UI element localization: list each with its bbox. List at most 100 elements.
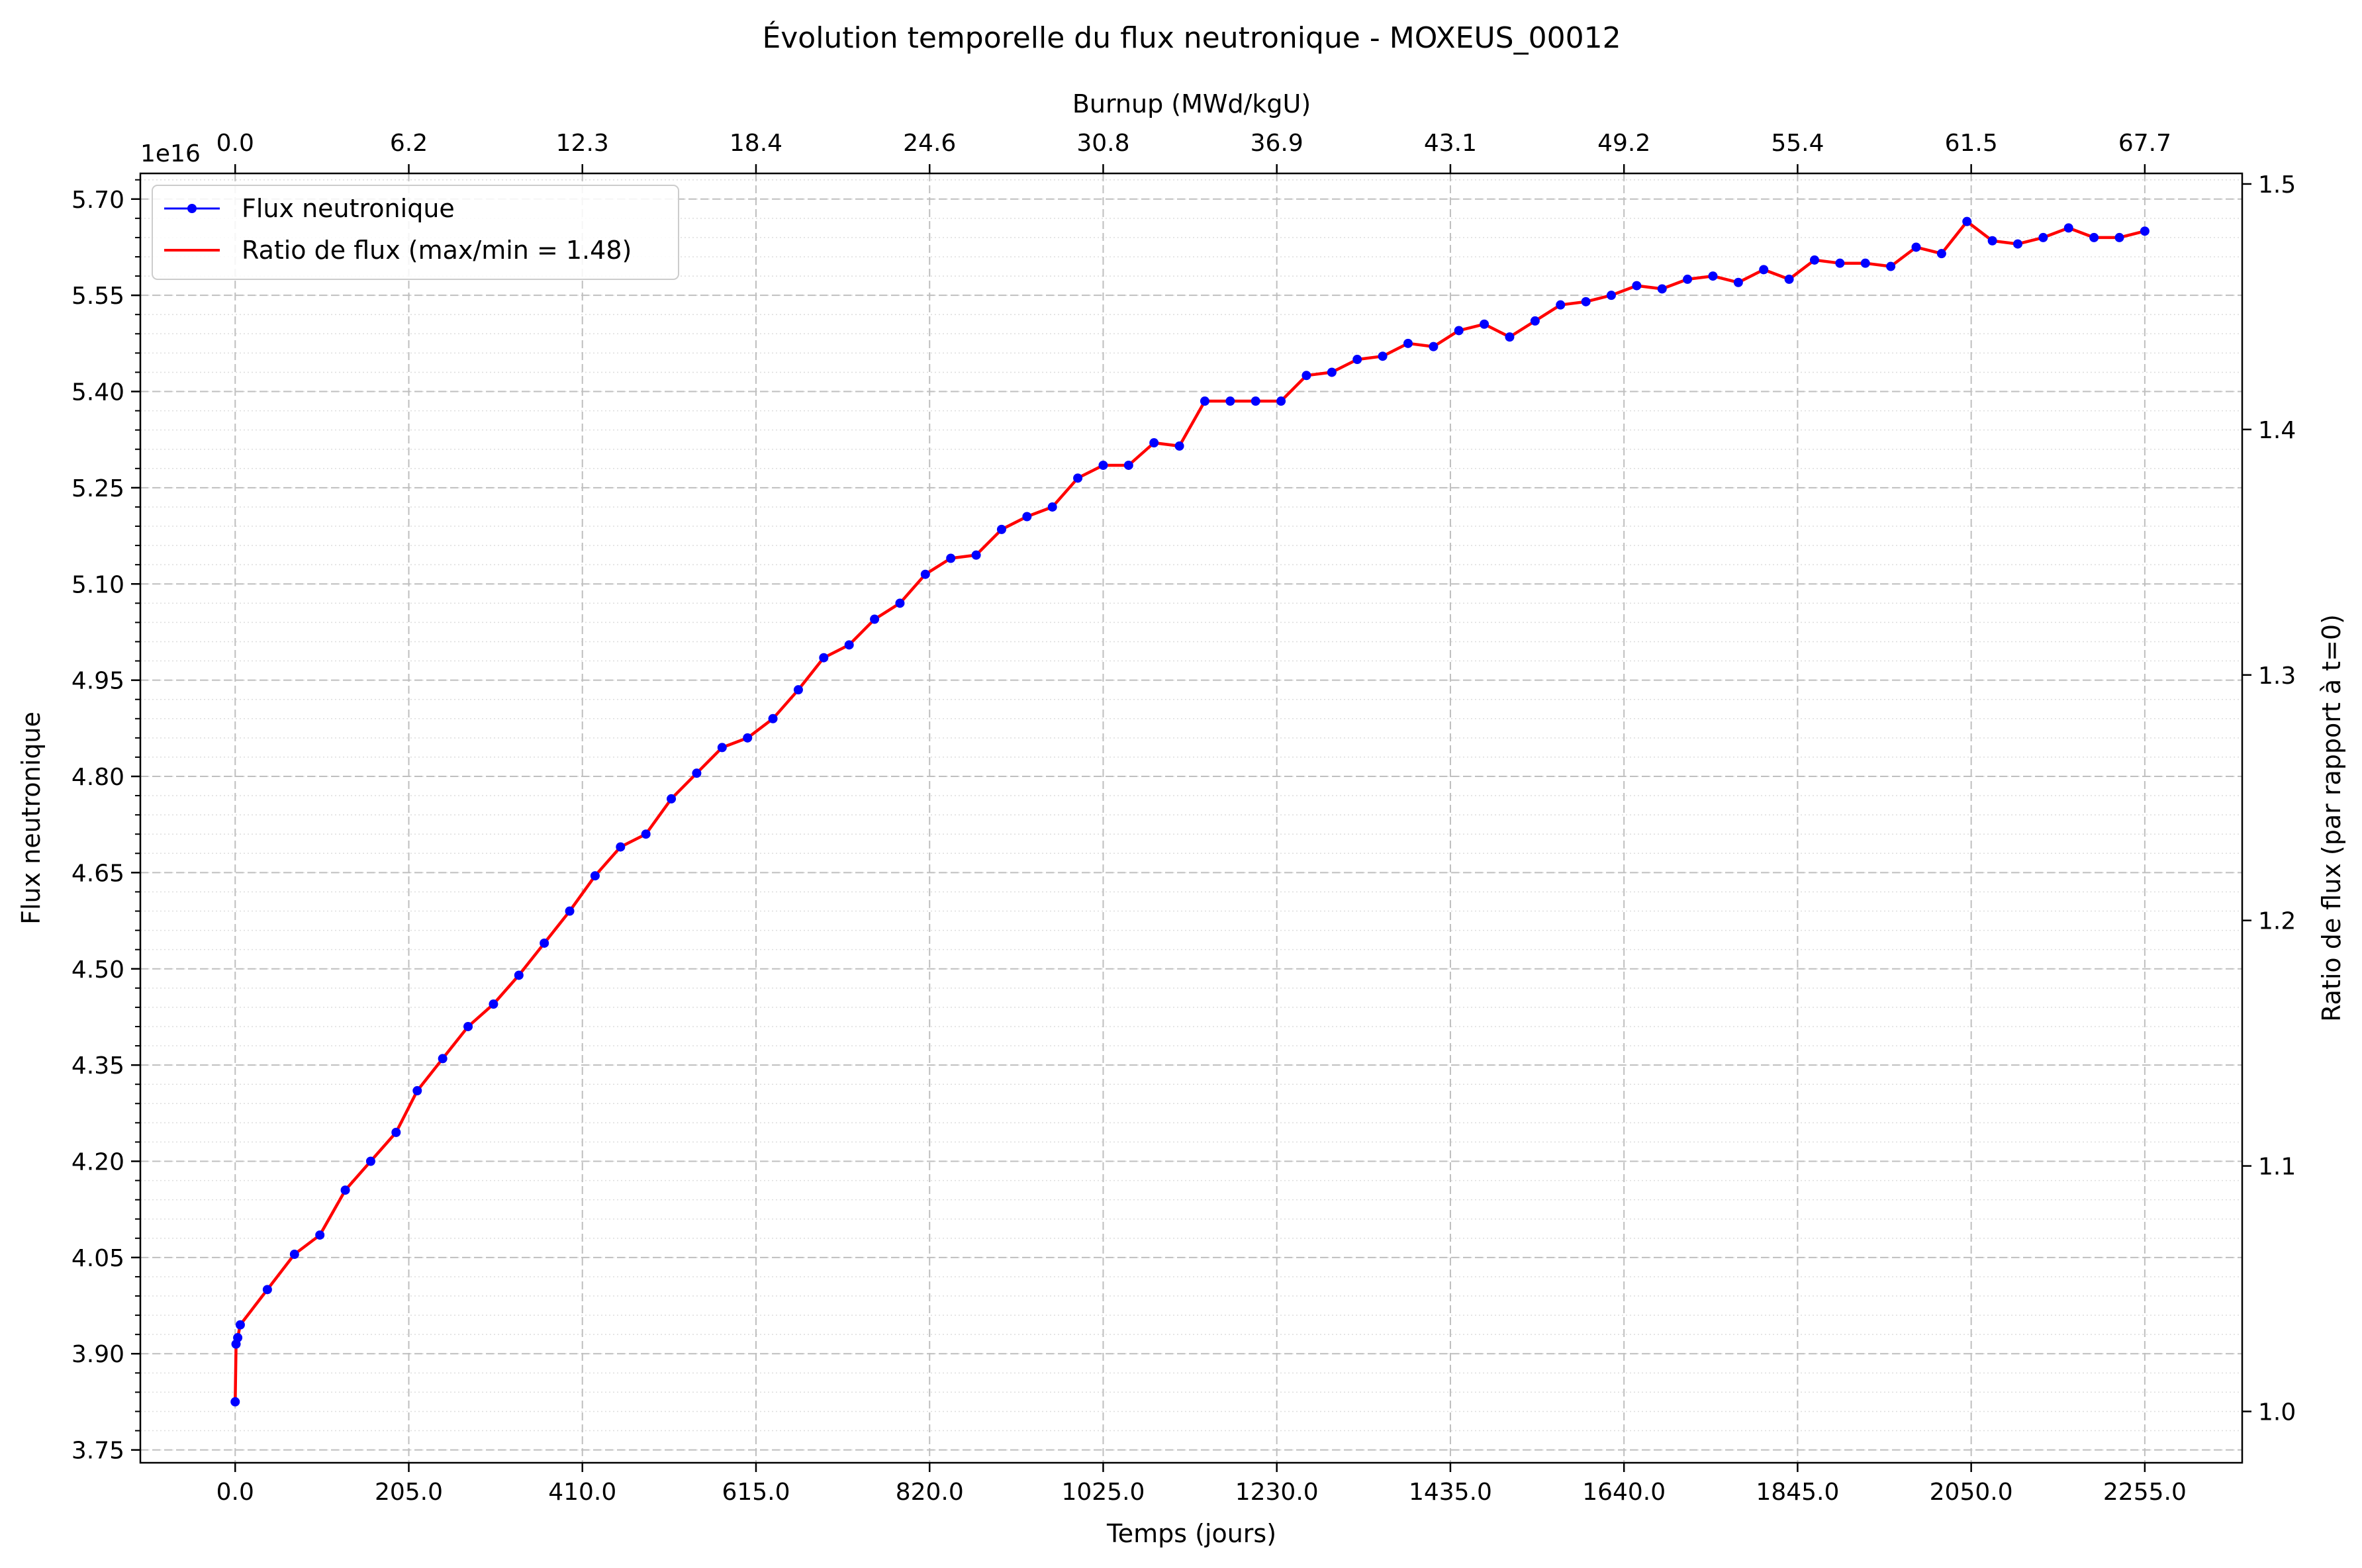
y-tick-label: 5.70 [71, 187, 124, 214]
flux-data-point [743, 733, 753, 743]
y-tick-label: 4.65 [71, 860, 124, 887]
flux-data-point [1505, 332, 1515, 342]
legend-flux-label: Flux neutronique [242, 194, 455, 223]
flux-data-point [1378, 351, 1388, 361]
y2-tick-label: 1.1 [2258, 1154, 2296, 1181]
flux-data-point [1886, 261, 1896, 271]
legend-ratio-label: Ratio de flux (max/min = 1.48) [242, 236, 632, 265]
x2-tick-label: 67.7 [2118, 130, 2171, 157]
flux-data-point [1632, 281, 1642, 291]
flux-data-point [1936, 249, 1946, 259]
x2-tick-label: 43.1 [1424, 130, 1477, 157]
y2-axis-label: Ratio de flux (par rapport à t=0) [2317, 614, 2346, 1022]
flux-data-point [1860, 258, 1870, 268]
flux-data-point [2013, 239, 2023, 249]
y-tick-label: 5.40 [71, 379, 124, 406]
flux-data-point [2063, 223, 2073, 233]
axes: 3.75 3.90 4.05 4.20 4.35 4.50 4.65 4.80 4.95 5.10… [71, 130, 2296, 1506]
flux-data-point [692, 768, 702, 778]
flux-data-point [616, 842, 626, 852]
flux-data-point [844, 640, 854, 650]
flux-data-point [565, 906, 575, 916]
x2-tick-label: 49.2 [1597, 130, 1650, 157]
plot-series [230, 216, 2149, 1407]
flux-data-point [920, 569, 930, 579]
x2-tick-label: 30.8 [1076, 130, 1129, 157]
x2-tick-label: 55.4 [1771, 130, 1824, 157]
flux-data-point [1022, 512, 1032, 522]
flux-data-point [667, 794, 677, 804]
flux-data-point [514, 970, 524, 980]
y-tick-label: 3.90 [71, 1341, 124, 1368]
flux-data-point [315, 1230, 325, 1240]
flux-data-point [1809, 255, 1819, 265]
x-tick-label: 410.0 [548, 1479, 616, 1506]
flux-data-point [717, 743, 727, 753]
y-tick-label: 4.35 [71, 1052, 124, 1080]
flux-data-point [793, 685, 803, 695]
flux-data-point [768, 714, 778, 723]
plot-frame [139, 172, 2244, 1464]
x-tick-label: 820.0 [896, 1479, 964, 1506]
x-axis-label: Temps (jours) [1106, 1519, 1276, 1548]
flux-data-point [1480, 319, 1489, 329]
y-tick-label: 4.20 [71, 1148, 124, 1176]
flux-data-point [1352, 355, 1362, 365]
flux-data-point [895, 598, 905, 608]
y2-tick-label: 1.3 [2258, 663, 2296, 690]
x-tick-label: 1230.0 [1235, 1479, 1319, 1506]
y-offset-text: 1e16 [140, 140, 201, 167]
flux-data-point [870, 614, 880, 624]
flux-data-point [412, 1085, 422, 1095]
flux-data-point [233, 1333, 243, 1343]
flux-data-point [391, 1127, 401, 1137]
legend-flux-marker [187, 204, 197, 213]
flux-data-point [1225, 396, 1235, 406]
flux-data-point [1301, 371, 1311, 381]
x2-axis-label: Burnup (MWd/kgU) [1072, 89, 1311, 118]
flux-data-point [1149, 438, 1159, 448]
x-tick-label: 615.0 [722, 1479, 790, 1506]
flux-data-point [1429, 342, 1439, 351]
flux-data-point [365, 1156, 375, 1166]
legend-box [152, 185, 679, 280]
x2-tick-label: 0.0 [216, 130, 254, 157]
x2-tick-label: 18.4 [730, 130, 782, 157]
flux-data-point [1733, 277, 1743, 287]
flux-data-point [1454, 326, 1464, 336]
flux-data-point [1987, 236, 1997, 246]
x-tick-label: 205.0 [375, 1479, 443, 1506]
flux-data-point [2140, 226, 2149, 236]
flux-data-point [1911, 242, 1921, 252]
flux-data-point [1200, 396, 1209, 406]
flux-data-point [1962, 216, 1972, 226]
y-tick-label: 4.95 [71, 668, 124, 695]
x2-tick-label: 61.5 [1945, 130, 1998, 157]
flux-data-point [996, 524, 1006, 534]
flux-data-point [2114, 232, 2124, 242]
flux-data-point [1251, 396, 1260, 406]
flux-data-point [1784, 274, 1794, 284]
flux-data-point [1098, 460, 1108, 470]
y2-tick-label: 1.2 [2258, 908, 2296, 935]
x-tick-label: 1640.0 [1582, 1479, 1666, 1506]
x2-tick-label: 24.6 [903, 130, 956, 157]
x-tick-label: 0.0 [216, 1479, 254, 1506]
flux-data-point [1047, 502, 1057, 512]
flux-data-point [340, 1185, 350, 1195]
x2-tick-label: 36.9 [1251, 130, 1303, 157]
y2-tick-label: 1.0 [2258, 1399, 2296, 1426]
flux-data-point [819, 653, 829, 663]
flux-data-point [289, 1250, 299, 1260]
flux-data-point [2038, 232, 2048, 242]
y-tick-label: 5.55 [71, 283, 124, 310]
flux-data-point [540, 938, 549, 948]
flux-data-point [946, 553, 956, 563]
flux-data-point [971, 550, 981, 560]
x-tick-label: 2050.0 [1930, 1479, 2013, 1506]
flux-data-point [1835, 258, 1845, 268]
flux-data-point [1683, 274, 1693, 284]
y-tick-label: 5.10 [71, 571, 124, 598]
flux-data-point [2089, 232, 2099, 242]
